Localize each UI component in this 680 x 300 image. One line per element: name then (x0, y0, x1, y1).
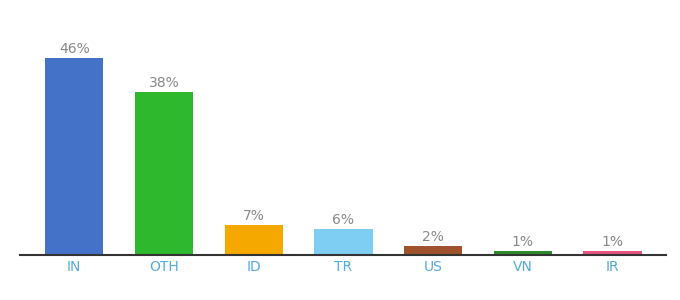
Bar (494, 251, 552, 255)
Bar (314, 229, 373, 255)
Text: 1%: 1% (602, 235, 624, 249)
Text: 6%: 6% (333, 213, 354, 227)
Text: 1%: 1% (512, 235, 534, 249)
Text: 2%: 2% (422, 230, 444, 244)
Text: 7%: 7% (243, 209, 265, 223)
Bar (583, 251, 642, 255)
Text: 38%: 38% (149, 76, 180, 90)
Bar (224, 225, 283, 255)
Bar (45, 58, 103, 255)
Text: 46%: 46% (59, 42, 90, 56)
Bar (404, 246, 462, 255)
Bar (135, 92, 193, 255)
